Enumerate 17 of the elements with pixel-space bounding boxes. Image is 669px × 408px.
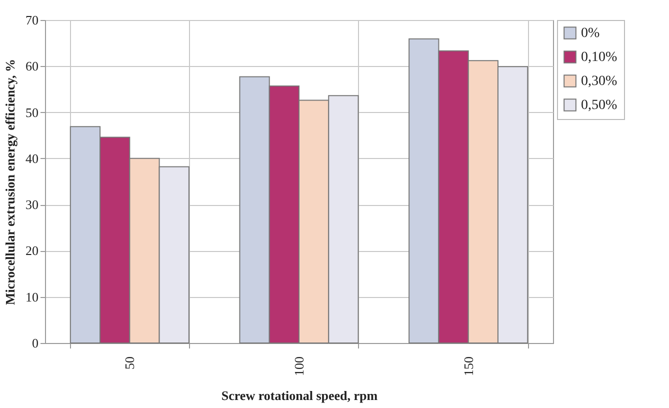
y-tick-label: 20 [26,243,38,258]
x-axis-title: Screw rotational speed, rpm [221,388,378,403]
x-tick-label: 100 [292,356,306,376]
legend-label: 0,30% [581,74,618,89]
y-tick-label: 50 [26,104,38,120]
y-axis-title: Microcellular extrusion energy efficiency, % [2,58,18,306]
legend-label: 0,10% [581,50,618,65]
legend-label: 0% [581,26,600,41]
y-tick-label: 40 [26,150,38,166]
y-tick-label: 0 [32,336,38,350]
y-tick-label: 30 [26,197,38,212]
y-tick-label: 60 [26,58,38,74]
x-tick-label: 50 [122,356,138,370]
x-tick-label: 150 [460,356,476,376]
legend-label: 0,50% [581,98,618,113]
y-tick-label: 10 [26,289,38,304]
y-tick-label: 70 [26,12,38,28]
